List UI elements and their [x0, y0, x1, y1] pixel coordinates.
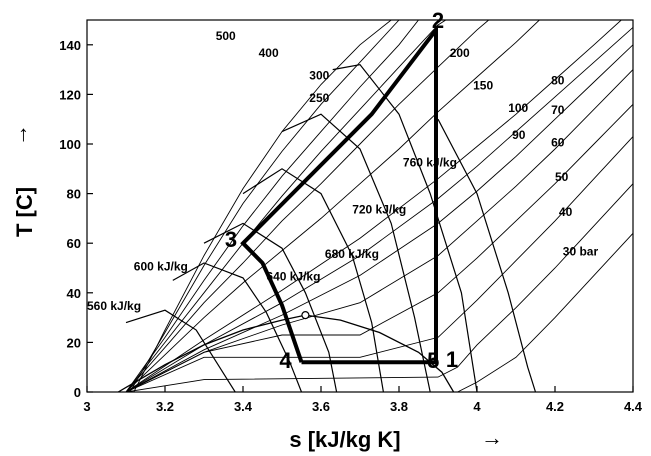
curve-labels: 4 5 1 2 3 500 400 300 250 200 150 100 90 80 70 60 50 40 30…	[87, 8, 598, 373]
y-tick-label: 20	[67, 335, 81, 350]
isobar-label: 30 bar	[563, 245, 599, 259]
critical-point-marker	[301, 311, 310, 320]
isobar-line	[125, 20, 489, 392]
plot-area	[117, 20, 633, 392]
x-axis-arrow: →	[481, 425, 503, 450]
y-tick-label: 100	[59, 137, 81, 152]
isobar-line	[125, 20, 540, 392]
isobar-line	[129, 20, 400, 392]
isobar-label: 70	[551, 103, 565, 117]
isobar-line	[125, 69, 633, 392]
state-point-label-5: 5	[427, 348, 439, 373]
x-tick-label: 4.4	[624, 399, 643, 414]
x-axis-title-group: s [kJ/kg K] →	[289, 425, 503, 452]
cycle-path	[240, 23, 438, 365]
isobar-label: 40	[559, 205, 573, 219]
isobar-label: 80	[551, 73, 565, 87]
isenthalp-line	[242, 168, 384, 392]
isobar-label: 300	[309, 69, 329, 83]
y-tick-label: 60	[67, 236, 81, 251]
y-tick-label: 140	[59, 38, 81, 53]
isenthalp-label: 680 kJ/kg	[325, 247, 379, 261]
state-point-label-3: 3	[225, 227, 237, 252]
state-point-label-2: 2	[432, 8, 444, 33]
isobar-label: 150	[473, 78, 493, 92]
isobar-line	[125, 183, 633, 392]
x-tick-label: 3.6	[312, 399, 330, 414]
plot-frame	[86, 19, 634, 393]
x-tick-label: 3	[83, 399, 90, 414]
isenthalp-line	[281, 113, 431, 392]
isenthalp-line	[437, 118, 537, 392]
state-point-label-4: 4	[279, 348, 292, 373]
y-tick-label: 80	[67, 187, 81, 202]
y-axis-title-group: T [C] →	[7, 124, 37, 237]
isobar-label: 500	[216, 29, 236, 43]
isobar-line	[125, 20, 622, 392]
x-tick-label: 3.2	[156, 399, 174, 414]
isobar-label: 100	[508, 101, 528, 115]
x-tick-label: 3.4	[234, 399, 253, 414]
y-axis-arrow: →	[7, 124, 32, 146]
y-tick-label: 0	[74, 385, 81, 400]
isenthalp-label: 560 kJ/kg	[87, 299, 141, 313]
isobar-line	[125, 20, 447, 392]
isobar-line	[125, 27, 633, 392]
isobar-label: 250	[309, 91, 329, 105]
isenthalp-label: 760 kJ/kg	[403, 155, 457, 169]
isobar-line	[125, 136, 633, 392]
isobar-label: 50	[555, 170, 569, 184]
isenthalp-line	[332, 63, 478, 392]
state-point-label-1: 1	[446, 347, 458, 372]
isobar-line	[125, 44, 633, 392]
isenthalp-line	[125, 309, 236, 392]
x-axis-title: s [kJ/kg K]	[289, 427, 400, 452]
isenthalp-label: 720 kJ/kg	[352, 202, 406, 216]
isobar-line	[457, 232, 633, 392]
isobar-line	[133, 20, 392, 392]
isobar-label: 60	[551, 135, 565, 149]
y-tick-label: 120	[59, 87, 81, 102]
isenthalp-label: 640 kJ/kg	[266, 269, 320, 283]
y-tick-label: 40	[67, 286, 81, 301]
isenthalp-line	[172, 262, 303, 392]
x-tick-label: 4.2	[546, 399, 564, 414]
isobar-label: 90	[512, 128, 526, 142]
isobar-line	[125, 103, 633, 392]
y-axis-title: T [C]	[12, 187, 37, 237]
isenthalp-line	[203, 222, 338, 392]
isobar-label: 400	[259, 46, 279, 60]
isenthalp-label: 600 kJ/kg	[134, 259, 188, 273]
x-tick-label: 3.8	[390, 399, 408, 414]
isobar-label: 200	[450, 46, 470, 60]
x-tick-label: 4	[473, 399, 481, 414]
